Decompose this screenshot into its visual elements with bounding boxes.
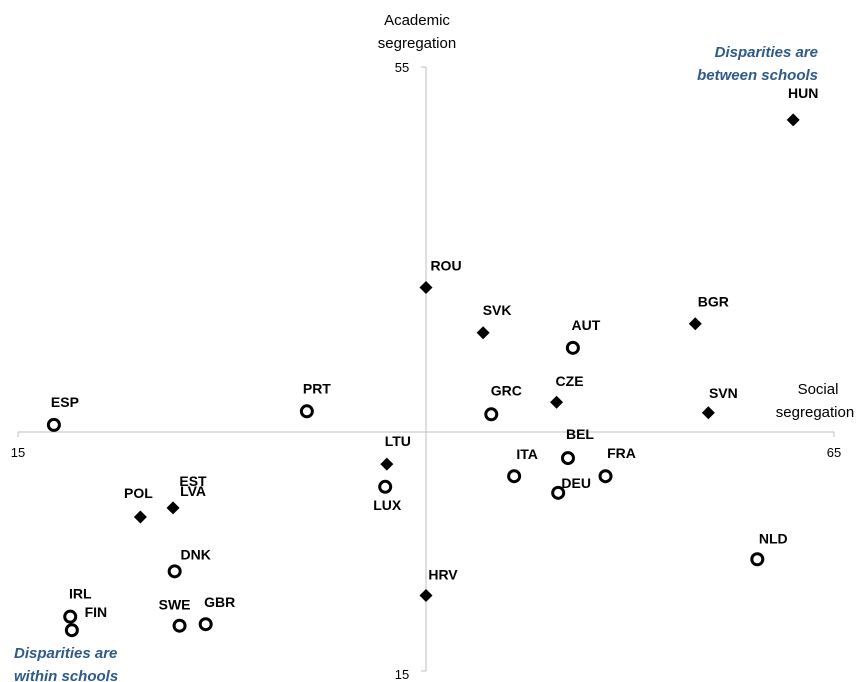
label-hun: HUN <box>788 85 818 101</box>
label-pol: POL <box>124 485 153 501</box>
data-points <box>46 113 800 638</box>
point-prt <box>299 404 314 419</box>
label-gbr: GBR <box>204 594 235 610</box>
point-nld <box>750 552 765 567</box>
label-hrv: HRV <box>428 567 458 583</box>
point-aut <box>565 340 580 355</box>
point-fra <box>598 469 613 484</box>
point-pol <box>133 510 147 524</box>
point-bel <box>560 451 575 466</box>
annotation-top-right-line1: Disparities are <box>715 44 818 61</box>
point-hrv <box>419 589 433 602</box>
point-ltu <box>380 457 394 471</box>
point-deu <box>551 485 566 500</box>
point-dnk <box>167 564 182 579</box>
label-svn: SVN <box>709 385 738 401</box>
x-tick-label-max: 65 <box>827 445 841 460</box>
label-lva: LVA <box>180 483 206 499</box>
point-ita <box>507 469 522 484</box>
point-fin <box>64 623 79 638</box>
label-prt: PRT <box>303 380 331 396</box>
point-irl <box>63 609 78 624</box>
x-axis-title-line2: segregation <box>776 404 854 421</box>
y-tick-label-max: 55 <box>395 60 409 75</box>
label-grc: GRC <box>491 382 522 398</box>
annotation-top-right-line2: between schools <box>697 67 818 84</box>
point-svn <box>701 406 715 420</box>
label-est: EST <box>179 473 207 489</box>
label-ltu: LTU <box>385 433 411 449</box>
y-axis-title-line2: segregation <box>378 35 456 52</box>
point-lva <box>166 501 180 515</box>
label-deu: DEU <box>561 475 591 491</box>
label-dnk: DNK <box>181 546 211 562</box>
y-axis-title-line1: Academic <box>384 12 450 29</box>
point-lux <box>378 479 393 494</box>
label-irl: IRL <box>69 586 92 602</box>
point-grc <box>484 407 499 422</box>
point-esp <box>46 417 61 432</box>
label-cze: CZE <box>556 373 584 389</box>
x-tick-label-min: 15 <box>11 445 25 460</box>
point-gbr <box>198 617 213 632</box>
point-cze <box>550 395 564 409</box>
label-esp: ESP <box>51 394 79 410</box>
data-labels: HUN ROU SVK BGR AUT CZE SVN GRC BEL ESP PRT LTU ITA F… <box>51 85 818 620</box>
point-bgr <box>688 317 702 331</box>
label-swe: SWE <box>159 597 191 613</box>
x-axis-title-line1: Social <box>798 381 839 398</box>
label-fra: FRA <box>607 445 636 461</box>
label-ita: ITA <box>516 446 538 462</box>
annotation-bottom-left-line1: Disparities are <box>14 645 117 662</box>
label-bgr: BGR <box>698 294 729 310</box>
point-rou <box>419 280 433 294</box>
label-fin: FIN <box>85 604 108 620</box>
label-aut: AUT <box>571 317 600 333</box>
point-swe <box>172 618 187 633</box>
label-bel: BEL <box>566 426 594 442</box>
label-lux: LUX <box>373 497 402 513</box>
point-hun <box>786 113 800 127</box>
axes: 15 65 55 15 Academic segregation Social … <box>11 12 854 682</box>
label-nld: NLD <box>759 530 788 546</box>
point-svk <box>476 326 490 340</box>
label-rou: ROU <box>430 257 461 273</box>
annotation-bottom-left-line2: within schools <box>14 668 118 682</box>
y-tick-label-min: 15 <box>395 667 409 682</box>
label-svk: SVK <box>483 302 512 318</box>
